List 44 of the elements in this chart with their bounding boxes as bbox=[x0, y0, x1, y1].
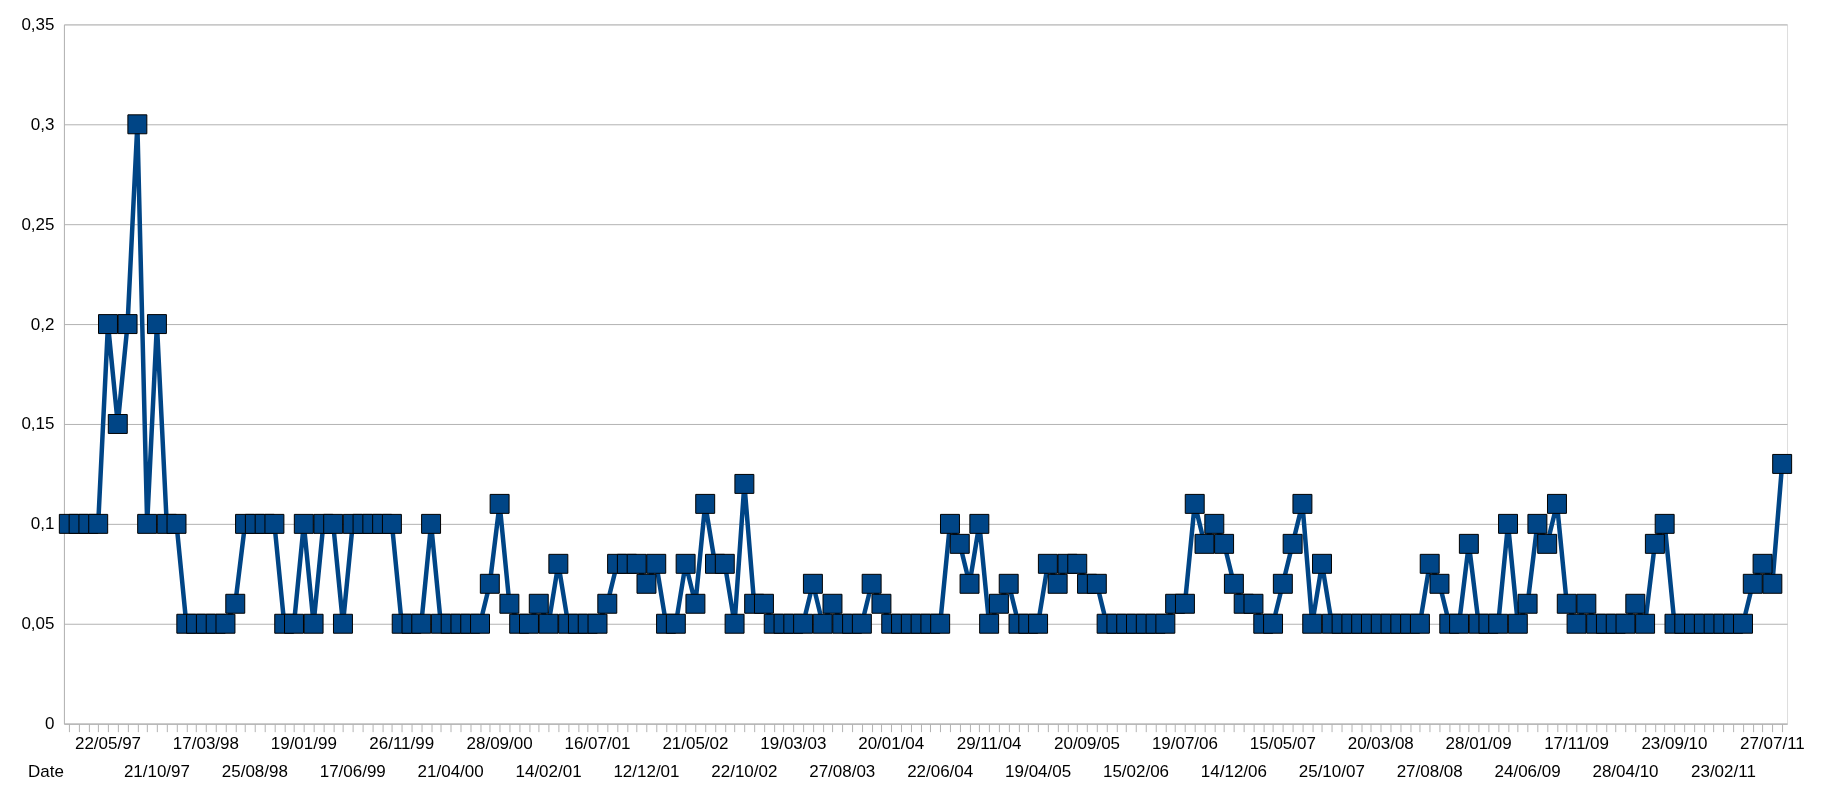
x-tick-label: 21/05/02 bbox=[662, 733, 729, 753]
x-tick-label: 26/11/99 bbox=[369, 733, 435, 753]
x-tick-label: 22/05/97 bbox=[74, 733, 142, 753]
y-tick-label: 0 bbox=[45, 714, 55, 734]
x-tick-label: 22/06/04 bbox=[907, 761, 974, 781]
x-tick-label: 19/03/03 bbox=[760, 733, 827, 753]
y-tick-label: 0,35 bbox=[21, 14, 55, 34]
x-tick-label: 19/01/99 bbox=[270, 733, 337, 753]
x-tick-label: 20/01/04 bbox=[858, 733, 925, 753]
x-tick-label: 28/09/00 bbox=[466, 733, 533, 753]
x-tick-label: 17/11/09 bbox=[1544, 733, 1609, 753]
x-tick-label: 19/07/06 bbox=[1151, 733, 1218, 753]
x-tick-label: 27/07/11 bbox=[1739, 733, 1805, 753]
y-tick-label: 0,25 bbox=[21, 214, 55, 234]
y-tick-label: 0,15 bbox=[21, 414, 55, 434]
y-tick-label: 0,1 bbox=[30, 514, 55, 534]
x-tick-label: 21/04/00 bbox=[417, 761, 484, 781]
x-tick-label: 12/12/01 bbox=[613, 761, 680, 781]
y-tick-label: 0,3 bbox=[30, 114, 55, 134]
y-tick-label: 0,05 bbox=[21, 614, 55, 634]
x-tick-label: 15/02/06 bbox=[1102, 761, 1170, 781]
x-tick-label: 20/03/08 bbox=[1347, 733, 1414, 753]
x-tick-label: 16/07/01 bbox=[564, 733, 631, 753]
x-tick-label: 25/10/07 bbox=[1298, 761, 1365, 781]
x-tick-label: 17/03/98 bbox=[172, 733, 239, 753]
x-tick-label: 17/06/99 bbox=[319, 761, 386, 781]
x-tick-label: 22/10/02 bbox=[711, 761, 778, 781]
x-tick-label: 20/09/05 bbox=[1054, 733, 1121, 753]
x-tick-label: 28/01/09 bbox=[1445, 733, 1512, 753]
x-tick-label: 25/08/98 bbox=[221, 761, 288, 781]
x-tick-label: 15/05/07 bbox=[1249, 733, 1316, 753]
x-tick-label: 14/02/01 bbox=[515, 761, 582, 781]
x-tick-label: 14/12/06 bbox=[1200, 761, 1267, 781]
x-tick-label: 23/09/10 bbox=[1641, 733, 1708, 753]
x-tick-label: 21/10/97 bbox=[123, 761, 190, 781]
x-tick-label: 27/08/03 bbox=[809, 761, 876, 781]
x-tick-label: 24/06/09 bbox=[1494, 761, 1561, 781]
x-tick-label: 28/04/10 bbox=[1592, 761, 1659, 781]
x-tick-label: 23/02/11 bbox=[1691, 761, 1756, 781]
y-tick-label: 0,2 bbox=[30, 314, 55, 334]
x-tick-label: 29/11/04 bbox=[956, 733, 1022, 753]
x-tick-label: 27/08/08 bbox=[1396, 761, 1463, 781]
x-axis-title: Date bbox=[28, 761, 64, 781]
x-tick-label: 19/04/05 bbox=[1005, 761, 1072, 781]
